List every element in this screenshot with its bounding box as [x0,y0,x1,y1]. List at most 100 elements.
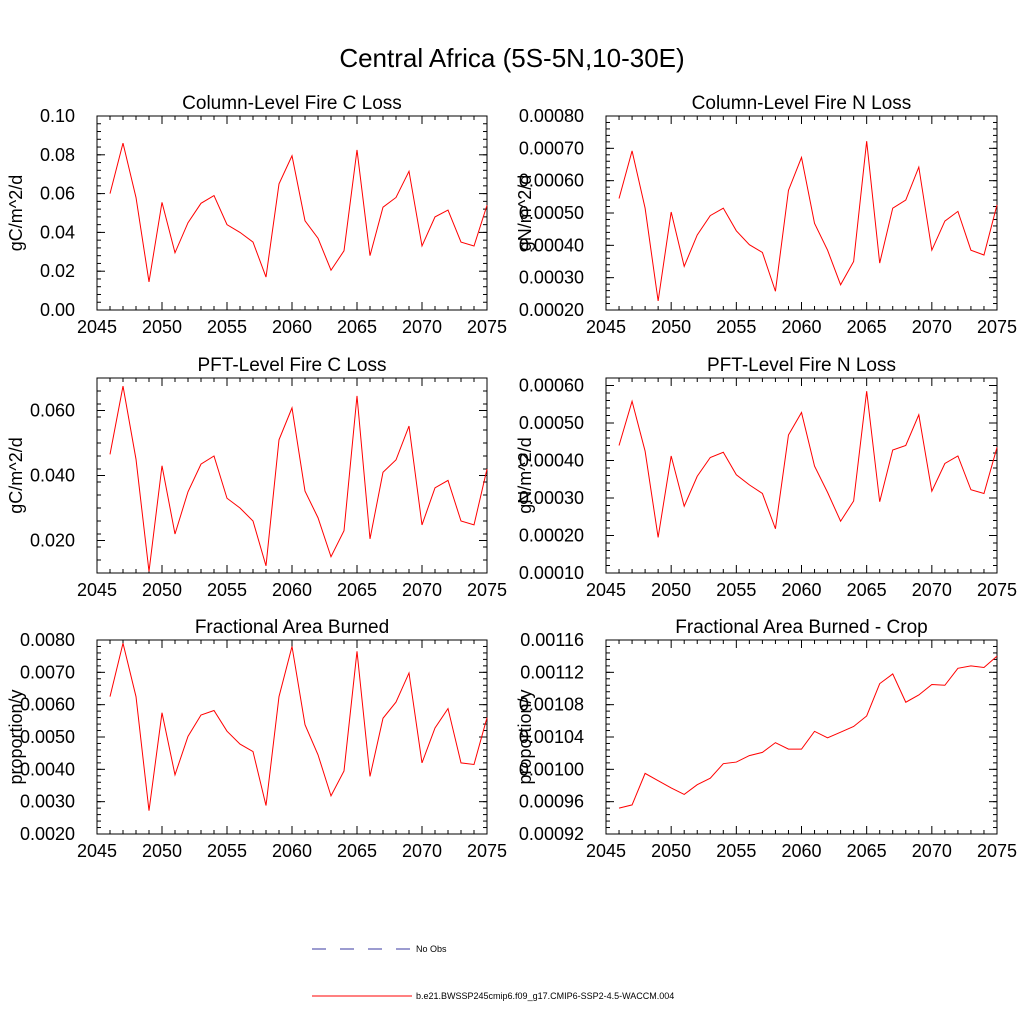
y-tick-label: 0.0080 [20,630,75,650]
y-tick-label: 0.060 [30,401,75,421]
y-tick-label: 0.020 [30,531,75,551]
y-tick-label: 0.0040 [20,759,75,779]
y-tick-label: 0.00030 [519,268,584,288]
y-axis-label: gC/m^2/d [6,437,26,513]
legend: No Obs b.e21.BWSSP245cmip6.f09_g17.CMIP6… [312,944,674,1001]
y-tick-label: 0.00020 [519,526,584,546]
panel-title: Fractional Area Burned - Crop [675,617,927,638]
y-axis-label: proportion/y [6,689,26,784]
x-tick-label: 2060 [272,841,312,861]
x-tick-label: 2045 [586,580,626,600]
plot-frame [605,639,998,835]
x-tick-label: 2070 [402,580,442,600]
x-tick-label: 2065 [847,317,887,337]
x-tick-label: 2050 [651,841,691,861]
panel-title: Fractional Area Burned [195,617,389,638]
plot-frame [605,377,998,574]
y-tick-label: 0.00020 [519,300,584,320]
y-tick-label: 0.00060 [519,376,584,396]
x-tick-label: 2060 [272,580,312,600]
series-line [618,655,998,809]
y-tick-label: 0.00050 [519,413,584,433]
x-tick-label: 2055 [716,580,756,600]
x-tick-label: 2060 [781,580,821,600]
y-tick-label: 0.00040 [519,451,584,471]
y-tick-label: 0.040 [30,466,75,486]
x-tick-label: 2055 [716,841,756,861]
x-tick-label: 2050 [142,580,182,600]
x-tick-label: 2045 [77,580,117,600]
y-tick-label: 0.08 [40,145,75,165]
x-tick-label: 2060 [781,317,821,337]
series-line [109,386,488,572]
y-tick-label: 0.06 [40,184,75,204]
y-tick-label: 0.0020 [20,824,75,844]
x-tick-label: 2055 [207,841,247,861]
x-tick-label: 2045 [77,841,117,861]
x-tick-label: 2070 [912,841,952,861]
x-tick-label: 2065 [847,580,887,600]
x-tick-label: 2075 [977,580,1017,600]
y-tick-label: 0.00080 [519,106,584,126]
series-line [109,143,488,282]
y-tick-label: 0.00030 [519,488,584,508]
x-tick-label: 2060 [781,841,821,861]
y-axis-label: gN/m^2/d [515,175,535,251]
x-tick-label: 2055 [716,317,756,337]
y-axis-label: gN/m^2/d [515,437,535,513]
y-tick-label: 0.00050 [519,203,584,223]
y-tick-label: 0.00040 [519,235,584,255]
x-tick-label: 2075 [977,317,1017,337]
series-line [618,141,998,302]
y-tick-label: 0.00070 [519,138,584,158]
x-tick-label: 2075 [467,580,507,600]
plot-frame [605,115,998,311]
series-line [109,643,488,811]
x-tick-label: 2050 [142,841,182,861]
y-tick-label: 0.00100 [519,759,584,779]
chart-panel-1: Column-Level Fire C Loss gC/m^2/d 2045 2050… [6,93,507,337]
x-tick-label: 2075 [977,841,1017,861]
y-tick-label: 0.00108 [519,695,584,715]
x-tick-label: 2045 [586,317,626,337]
x-tick-label: 2070 [402,317,442,337]
x-tick-label: 2065 [337,580,377,600]
x-tick-label: 2055 [207,317,247,337]
chart-panel-5: Fractional Area Burned proportion/y 2045 20… [6,617,507,861]
y-tick-label: 0.0070 [20,662,75,682]
panel-title: Column-Level Fire N Loss [692,93,912,114]
panel-title: Column-Level Fire C Loss [182,93,402,114]
chart-panel-6: Fractional Area Burned - Crop proportion/… [515,617,1017,861]
figure-title: Central Africa (5S-5N,10-30E) [339,43,684,73]
x-tick-label: 2075 [467,841,507,861]
y-tick-label: 0.0060 [20,695,75,715]
y-tick-label: 0.0030 [20,792,75,812]
x-tick-label: 2050 [142,317,182,337]
chart-panel-4: PFT-Level Fire N Loss gN/m^2/d 2045 2050 205… [515,355,1017,600]
y-tick-label: 0.00010 [519,563,584,583]
x-tick-label: 2070 [912,580,952,600]
y-tick-label: 0.00112 [520,662,584,682]
x-tick-label: 2065 [847,841,887,861]
x-tick-label: 2050 [651,317,691,337]
legend-label-no-obs: No Obs [416,944,447,954]
plot-frame [96,639,488,835]
y-tick-label: 0.04 [40,222,75,242]
y-axis-label: proportion/y [515,689,535,784]
y-tick-label: 0.02 [40,261,75,281]
x-tick-label: 2055 [207,580,247,600]
chart-panel-3: PFT-Level Fire C Loss gC/m^2/d 2045 2050 205… [6,355,507,600]
plot-frame [96,115,488,311]
panel-title: PFT-Level Fire N Loss [707,355,896,376]
y-tick-label: 0.00104 [519,727,584,747]
x-tick-label: 2060 [272,317,312,337]
panel-title: PFT-Level Fire C Loss [198,355,387,376]
x-tick-label: 2070 [402,841,442,861]
x-tick-label: 2065 [337,317,377,337]
y-tick-label: 0.00116 [520,630,584,650]
x-tick-label: 2050 [651,580,691,600]
chart-panel-2: Column-Level Fire N Loss gN/m^2/d 2045 2050… [515,93,1017,337]
y-tick-label: 0.0050 [20,727,75,747]
y-tick-label: 0.10 [40,106,75,126]
